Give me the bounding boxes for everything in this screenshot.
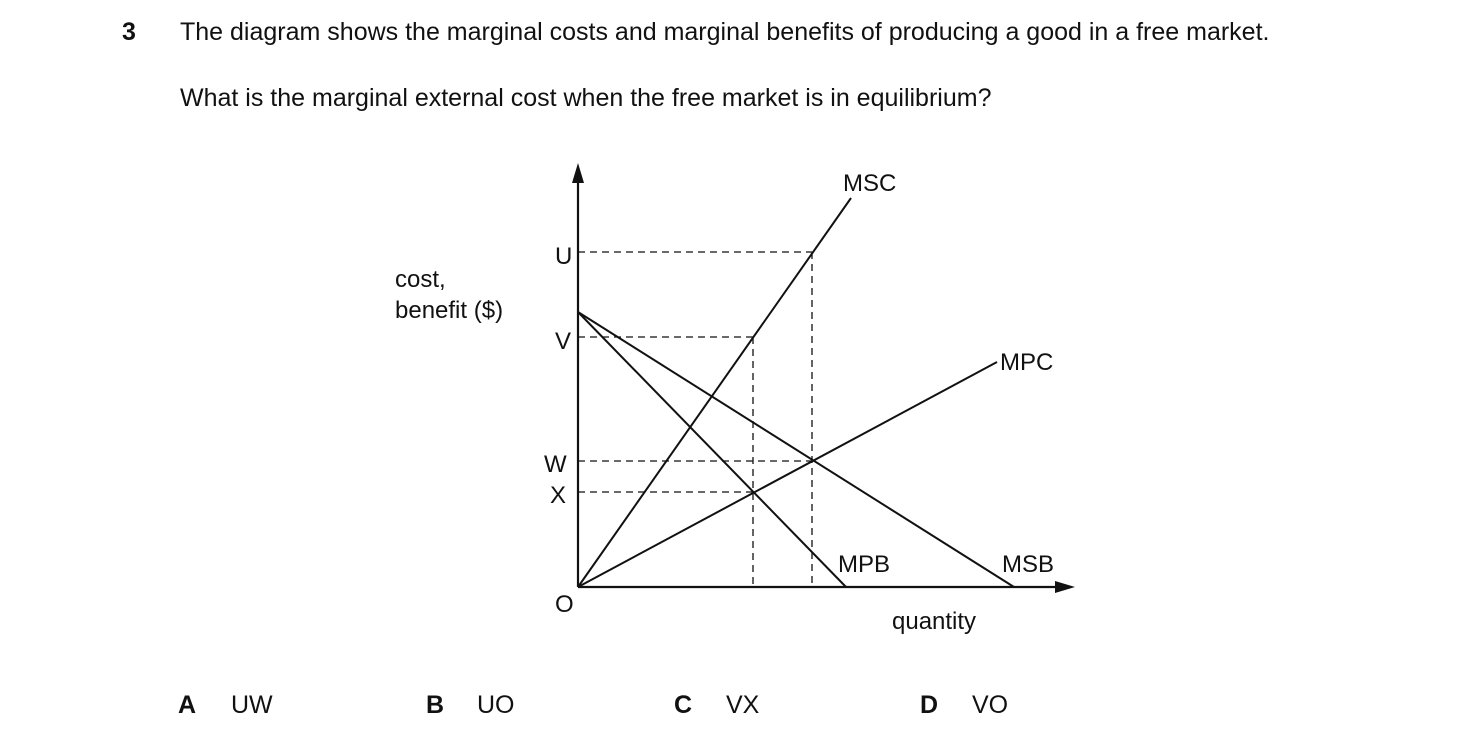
label-x: X bbox=[550, 482, 566, 509]
mpb-label: MPB bbox=[838, 551, 890, 578]
option-b-letter: B bbox=[426, 691, 445, 719]
question-stem: The diagram shows the marginal costs and… bbox=[180, 18, 1270, 46]
msc-label: MSC bbox=[843, 170, 896, 197]
origin-label: O bbox=[555, 591, 574, 618]
y-axis-label-line2: benefit ($) bbox=[395, 297, 503, 324]
option-d-text: VO bbox=[972, 691, 1009, 719]
x-axis-arrow-icon bbox=[1055, 581, 1075, 593]
x-axis-label: quantity bbox=[892, 608, 976, 635]
y-axis-label-line1: cost, bbox=[395, 266, 446, 293]
mpc-curve bbox=[577, 361, 998, 588]
label-w: W bbox=[544, 451, 567, 478]
option-d-letter: D bbox=[920, 691, 939, 719]
option-c-letter: C bbox=[674, 691, 693, 719]
mpc-label: MPC bbox=[1000, 349, 1053, 376]
option-a-letter: A bbox=[178, 691, 197, 719]
msb-label: MSB bbox=[1002, 551, 1054, 578]
option-c-text: VX bbox=[726, 691, 760, 719]
question-number: 3 bbox=[122, 18, 136, 46]
msb-curve bbox=[577, 311, 1015, 588]
y-axis-arrow-icon bbox=[572, 163, 584, 183]
label-u: U bbox=[555, 243, 572, 270]
option-a-text: UW bbox=[231, 691, 273, 719]
mpb-curve bbox=[577, 311, 847, 588]
msc-curve bbox=[577, 197, 852, 588]
question-prompt: What is the marginal external cost when … bbox=[180, 84, 992, 112]
option-b-text: UO bbox=[477, 691, 515, 719]
label-v: V bbox=[555, 328, 571, 355]
